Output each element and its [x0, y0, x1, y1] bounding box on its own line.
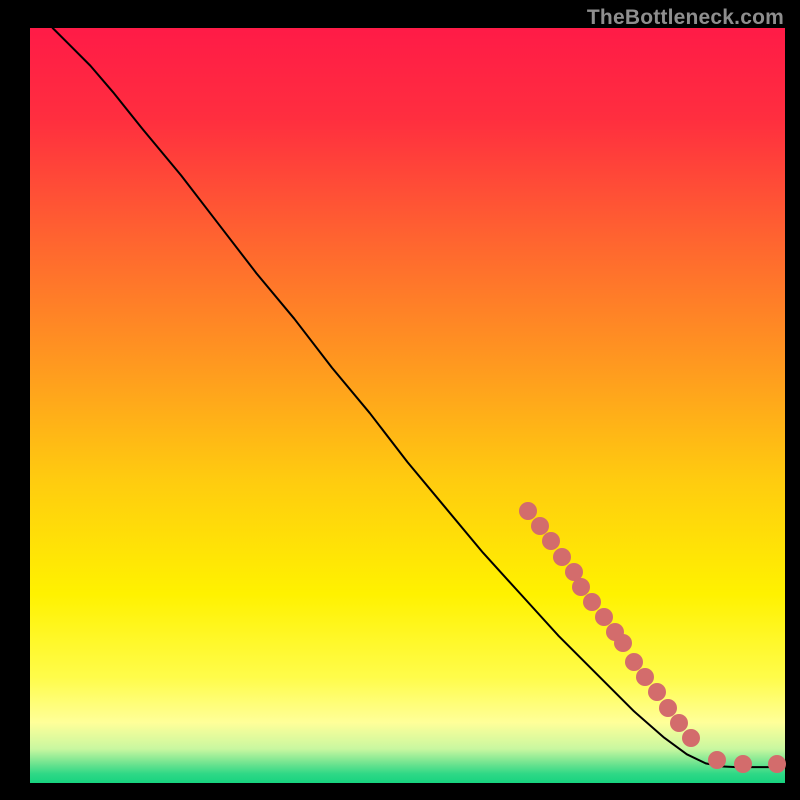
watermark-text: TheBottleneck.com [587, 6, 784, 30]
plot-area [30, 28, 785, 783]
curve-line [30, 28, 785, 783]
chart-container: TheBottleneck.com [0, 0, 800, 800]
data-point-marker [614, 634, 632, 652]
data-point-marker [734, 755, 752, 773]
data-point-marker [768, 755, 786, 773]
data-point-marker [682, 729, 700, 747]
data-point-marker [708, 751, 726, 769]
